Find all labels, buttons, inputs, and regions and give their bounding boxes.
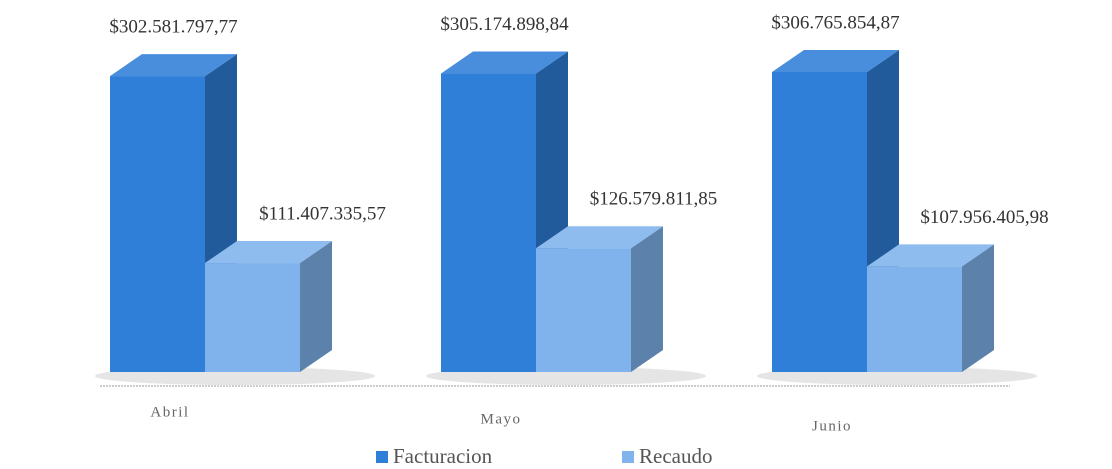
bar: [536, 226, 663, 372]
legend-label: Recaudo: [639, 444, 712, 468]
bar-top: [867, 244, 994, 267]
bar-front: [536, 248, 631, 372]
legend-swatch: [622, 451, 634, 463]
x-tick-label: Junio: [812, 418, 852, 434]
bar-top: [110, 54, 237, 77]
value-label: $305.174.898,84: [440, 14, 569, 35]
bar-front: [205, 263, 300, 372]
bar-side: [962, 244, 994, 372]
x-tick-label: Mayo: [481, 411, 522, 427]
value-label: $302.581.797,77: [109, 16, 237, 37]
value-label: $306.765.854,87: [771, 12, 899, 33]
bar: [867, 244, 994, 372]
bar: [205, 241, 332, 372]
bar-front: [110, 76, 205, 373]
legend-label: Facturacion: [393, 444, 493, 468]
bar-front: [867, 266, 962, 372]
x-tick-label: Abril: [150, 404, 189, 420]
bar-top: [536, 226, 663, 249]
value-label: $107.956.405,98: [920, 207, 1048, 228]
value-label: $111.407.335,57: [259, 203, 386, 224]
bar-top: [441, 51, 568, 74]
bar-top: [772, 50, 899, 72]
value-label: $126.579.811,85: [590, 189, 718, 210]
bar-front: [441, 73, 536, 372]
bar-side: [300, 241, 332, 372]
bar-top: [205, 241, 332, 264]
bar-side: [631, 226, 663, 372]
bar-front: [772, 72, 867, 372]
legend-swatch: [376, 451, 388, 463]
bar: [110, 54, 237, 373]
